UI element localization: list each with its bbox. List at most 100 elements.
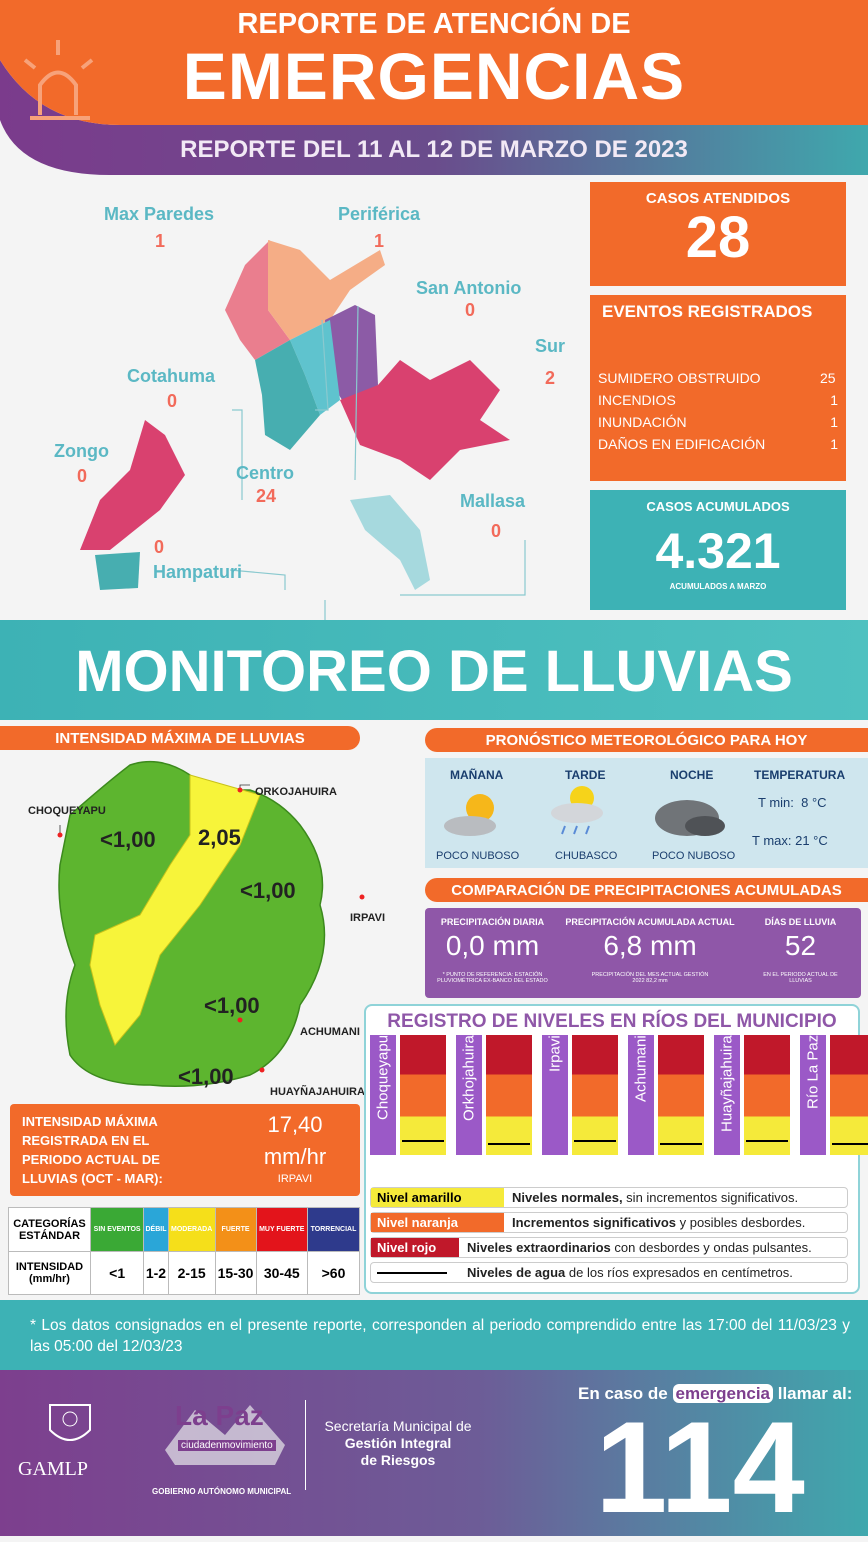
- legend-row: Nivel rojo Niveles extraordinarios con de…: [370, 1237, 848, 1258]
- district-name: San Antonio: [416, 278, 522, 298]
- cases-value: 28: [685, 205, 751, 270]
- station-value: 2,05: [198, 825, 241, 850]
- temp-title: TEMPERATURA: [754, 768, 846, 782]
- category-name: MUY FUERTE: [255, 1207, 309, 1252]
- comparison-value: 6,8 mm: [603, 930, 697, 961]
- monitoring-band: [0, 620, 868, 720]
- scale-table: CATEGORÍAS ESTÁNDAR SIN EVENTOS DÉBIL MODER…: [8, 1207, 360, 1295]
- secretaria: Secretaría Municipal de: [324, 1418, 472, 1434]
- category-range: <1: [89, 1251, 145, 1295]
- river-name: Achumani: [628, 1035, 654, 1155]
- legend-row: Nivel amarillo Niveles normales, sin incr…: [370, 1187, 848, 1208]
- lapaz: La Paz: [175, 1400, 264, 1431]
- comparison-title: COMPARACIÓN DE PRECIPITACIONES ACUMULADA…: [425, 878, 868, 902]
- water-level: [746, 1140, 788, 1142]
- event-value: 1: [830, 392, 838, 408]
- district-value: 0: [167, 391, 178, 411]
- max-intensity-label: INTENSIDAD MÁXIMA REGISTRADA EN EL PERIO…: [22, 1114, 163, 1186]
- header-subtitle: REPORTE DE ATENCIÓN DE: [237, 8, 631, 40]
- river-gauge: [486, 1035, 532, 1155]
- legend-label: Nivel rojo: [371, 1238, 459, 1257]
- rivers-title: REGISTRO DE NIVELES EN RÍOS DEL MUNICIPI…: [387, 1011, 837, 1032]
- category-name: DÉBIL: [143, 1207, 169, 1252]
- water-level: [660, 1143, 702, 1145]
- category-name: FUERTE: [214, 1207, 257, 1252]
- category-range: 15-30: [214, 1251, 257, 1295]
- station-value: <1,00: [178, 1064, 234, 1089]
- station-name: CHOQUEYAPU: [28, 805, 106, 817]
- legend-bold: Niveles normales,: [512, 1190, 623, 1205]
- comparison-note: EN EL PERIODO ACTUAL DE LLUVIAS: [763, 972, 838, 984]
- event-value: 1: [830, 414, 838, 430]
- river: Río La Paz: [800, 1035, 868, 1160]
- category-range: 1-2: [143, 1251, 169, 1295]
- category-range: >60: [307, 1251, 360, 1295]
- category-name: TORRENCIAL: [307, 1207, 360, 1252]
- station-name: ORKOJAHUIRA: [255, 786, 337, 798]
- event-name: INCENDIOS: [598, 392, 676, 408]
- water-level: [574, 1140, 616, 1142]
- station-value: <1,00: [204, 993, 260, 1018]
- district-value: 24: [256, 486, 277, 506]
- river-name: Irpavi: [542, 1035, 568, 1155]
- max-intensity-box: INTENSIDAD MÁXIMA REGISTRADA EN EL PERIO…: [10, 1104, 360, 1196]
- event-name: INUNDACIÓN: [598, 414, 687, 430]
- river-name: Huayñajahuira: [714, 1035, 740, 1155]
- legend-row: Niveles de agua de los ríos expresados e…: [370, 1262, 848, 1283]
- river-gauge: [830, 1035, 868, 1155]
- river-name: Choqueyapu: [370, 1035, 396, 1155]
- comparison-label: DÍAS DE LLUVIA: [764, 917, 837, 927]
- station-value: <1,00: [100, 827, 156, 852]
- comparison-label: PRECIPITACIÓN ACUMULADA ACTUAL: [565, 917, 735, 927]
- accumulated-label: CASOS ACUMULADOS: [646, 499, 790, 514]
- district-value: 0: [77, 466, 88, 486]
- legend-label: Nivel amarillo: [371, 1188, 504, 1207]
- river: Orkhojahuira: [456, 1035, 532, 1160]
- category-name: MODERADA: [167, 1207, 216, 1252]
- comparison-note: PRECIPITACIÓN DEL MES ACTUAL GESTIÓN 202…: [591, 972, 709, 984]
- max-intensity-station: IRPAVI: [277, 1173, 313, 1185]
- legend-text: Niveles de agua de los ríos expresados e…: [459, 1265, 793, 1280]
- legend-label: Nivel naranja: [371, 1213, 504, 1232]
- intensity-title: INTENSIDAD MÁXIMA DE LLUVIAS: [0, 726, 360, 750]
- river-name: Río La Paz: [800, 1035, 826, 1155]
- max-intensity-unit: mm/hr: [263, 1144, 327, 1169]
- legend-bold: Niveles extraordinarios: [467, 1240, 611, 1255]
- district-name: Periférica: [338, 204, 421, 224]
- event-name: SUMIDERO OBSTRUIDO: [598, 370, 761, 386]
- legend-rest: y posibles desbordes.: [676, 1215, 806, 1230]
- district-name: Zongo: [54, 441, 109, 461]
- temp-min: T min: 8 °C: [758, 795, 827, 810]
- event-value: 1: [830, 436, 838, 452]
- water-level: [402, 1140, 444, 1142]
- district-value: 1: [374, 231, 385, 251]
- max-intensity-value: 17,40: [267, 1112, 323, 1137]
- secretaria: Gestión Integral: [344, 1435, 452, 1451]
- call-word: emergencia: [672, 1384, 773, 1403]
- legend-line: [371, 1263, 459, 1282]
- header-period: REPORTE DEL 11 AL 12 DE MARZO DE 2023: [180, 136, 688, 163]
- river: Achumani: [628, 1035, 704, 1160]
- river-gauge: [572, 1035, 618, 1155]
- lapaz-tag: ciudadenmovimiento: [178, 1440, 276, 1451]
- district-name: Max Paredes: [104, 204, 215, 224]
- district-value: 0: [154, 537, 165, 557]
- legend-row: Nivel naranja Incrementos significativos …: [370, 1212, 848, 1233]
- district-value: 1: [155, 231, 166, 251]
- river-gauge: [400, 1035, 446, 1155]
- footnote: * Los datos consignados en el presente r…: [30, 1317, 850, 1355]
- river-gauges: Choqueyapu Orkhojahuira Irpavi Achumani Huay…: [370, 1035, 868, 1160]
- legend-text: Incrementos significativos y posibles de…: [504, 1215, 805, 1230]
- river-gauge: [658, 1035, 704, 1155]
- comparison-note: * PUNTO DE REFERENCIA: ESTACIÓN PLUVIOMÉ…: [437, 972, 548, 984]
- district-name: Cotahuma: [127, 366, 216, 386]
- cases-box: CASOS ATENDIDOS 28: [590, 182, 846, 286]
- call-post: llamar al:: [777, 1384, 853, 1403]
- category-range: 2-15: [167, 1251, 216, 1295]
- legend-text: Niveles normales, sin incrementos signif…: [504, 1190, 798, 1205]
- comparison-value: 52: [784, 930, 817, 961]
- accumulated-note: ACUMULADOS A MARZO: [669, 582, 767, 591]
- river-gauge: [744, 1035, 790, 1155]
- forecast-period: MAÑANA: [450, 768, 504, 782]
- gamlp: GAMLP: [18, 1458, 89, 1480]
